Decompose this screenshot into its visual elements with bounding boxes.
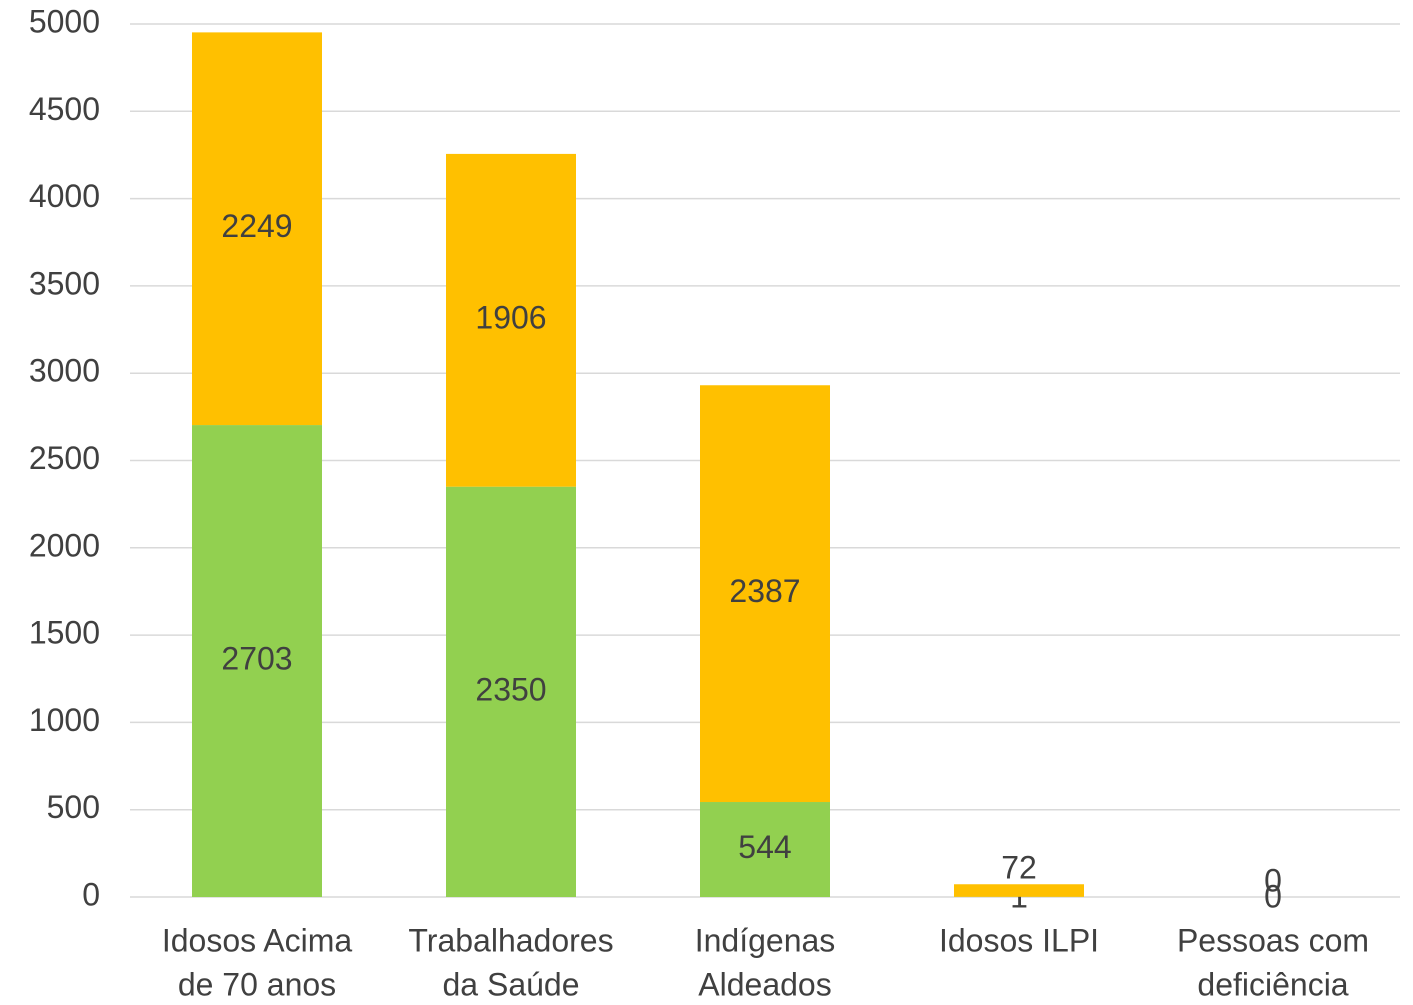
x-tick-label: Indígenas — [695, 922, 836, 958]
x-tick-label: de 70 anos — [178, 966, 336, 1002]
x-tick-label: Trabalhadores — [408, 922, 613, 958]
y-tick-label: 4500 — [29, 91, 100, 127]
y-tick-label: 2000 — [29, 527, 100, 563]
bar-segment — [192, 32, 322, 426]
x-tick-label: Idosos ILPI — [939, 922, 1099, 958]
data-label: 2350 — [475, 671, 546, 707]
x-tick-label: Idosos Acima — [162, 922, 353, 958]
x-tick-label: deficiência — [1197, 966, 1348, 1002]
y-tick-label: 2500 — [29, 440, 100, 476]
data-label: 2249 — [221, 208, 292, 244]
y-tick-label: 500 — [47, 789, 100, 825]
bar-segment — [446, 486, 576, 897]
data-label: 1906 — [475, 300, 546, 336]
y-tick-label: 1000 — [29, 702, 100, 738]
bar-segment — [446, 153, 576, 487]
bar-segment — [700, 802, 830, 897]
x-tick-label: da Saúde — [442, 966, 579, 1002]
y-tick-label: 5000 — [29, 3, 100, 39]
bar-segment — [954, 884, 1084, 897]
y-tick-label: 3000 — [29, 353, 100, 389]
data-label: 0 — [1264, 878, 1282, 914]
data-label: 2387 — [729, 573, 800, 609]
bar-segment — [192, 425, 322, 897]
y-tick-label: 1500 — [29, 615, 100, 651]
x-tick-label: Aldeados — [698, 966, 831, 1002]
bar-segment — [700, 385, 830, 803]
data-label: 72 — [1001, 850, 1037, 886]
y-tick-label: 4000 — [29, 178, 100, 214]
data-label: 2703 — [221, 640, 292, 676]
data-label: 0 — [1264, 862, 1282, 898]
data-label: 544 — [738, 829, 791, 865]
y-tick-label: 3500 — [29, 265, 100, 301]
y-tick-label: 0 — [82, 876, 100, 912]
x-tick-label: Pessoas com — [1177, 922, 1369, 958]
